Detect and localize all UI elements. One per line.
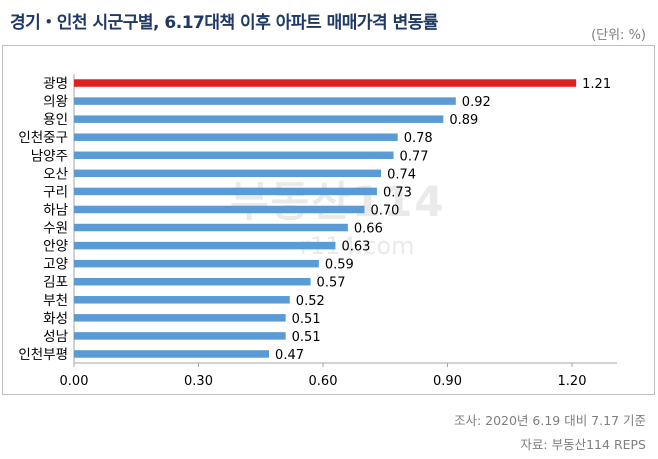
category-label-1: 의왕 [43,94,68,110]
value-label-3: 0.78 [404,131,433,146]
value-label-13: 0.51 [292,312,321,327]
bar-chart: 광명 1.21 의왕 0.92 용인 0.89 인천중구 0.78 남양주 0.77 오산 0.74 구… [18,74,617,389]
x-tick-label-2: 0.60 [309,374,338,389]
bar-4 [74,151,394,160]
category-label-14: 성남 [43,329,68,345]
x-tick-label-0: 0.00 [60,374,89,389]
category-label-5: 오산 [43,166,68,182]
category-label-4: 남양주 [31,148,68,164]
x-tick-label-1: 0.30 [184,374,213,389]
category-label-15: 인천부평 [18,347,68,363]
bar-6 [74,187,377,196]
chart-title: 경기・인천 시군구별, 6.17대책 이후 아파트 매매가격 변동률 [10,13,439,33]
data-source: 자료: 부동산114 REPS [520,437,646,452]
category-label-2: 용인 [43,112,68,128]
plot-frame [2,45,655,395]
value-label-6: 0.73 [383,185,412,200]
category-label-0: 광명 [43,76,68,92]
category-label-13: 화성 [43,311,68,327]
category-label-11: 김포 [43,275,68,291]
unit-label: (단위: %) [591,28,646,43]
value-label-2: 0.89 [449,113,478,128]
watermark: 부동산114 [230,177,446,226]
category-label-8: 수원 [43,221,68,237]
bar-15 [74,350,270,358]
bar-10 [74,259,319,268]
category-label-6: 구리 [43,184,68,200]
bar-12 [74,296,290,304]
category-label-7: 하남 [43,202,68,218]
value-label-5: 0.74 [387,167,416,182]
bar-1 [74,97,456,105]
bar-13 [74,314,286,322]
x-tick-label-4: 1.20 [558,374,587,389]
x-tick-label-3: 0.90 [433,374,462,389]
bar-2 [74,115,444,123]
bar-7 [74,205,365,214]
value-label-4: 0.77 [400,149,429,164]
category-label-3: 인천중구 [18,130,68,146]
bar-0 [74,79,577,87]
survey-note: 조사: 2020년 6.19 대비 7.17 기준 [453,413,646,428]
value-label-9: 0.63 [341,240,370,255]
category-label-10: 고양 [43,257,68,273]
category-label-12: 부천 [43,293,68,309]
bar-9 [74,241,336,250]
value-label-0: 1.21 [582,77,611,92]
bar-5 [74,169,382,178]
bar-11 [74,277,311,286]
bar-3 [74,133,398,141]
bar-14 [74,332,286,340]
value-label-14: 0.51 [292,330,321,345]
bar-8 [74,223,348,232]
value-label-8: 0.66 [354,222,383,237]
value-label-7: 0.70 [371,203,400,218]
value-label-11: 0.57 [317,276,346,291]
value-label-15: 0.47 [275,348,304,363]
value-label-12: 0.52 [296,294,325,309]
category-label-9: 안양 [43,239,68,255]
value-label-1: 0.92 [462,95,491,110]
value-label-10: 0.59 [325,258,354,273]
